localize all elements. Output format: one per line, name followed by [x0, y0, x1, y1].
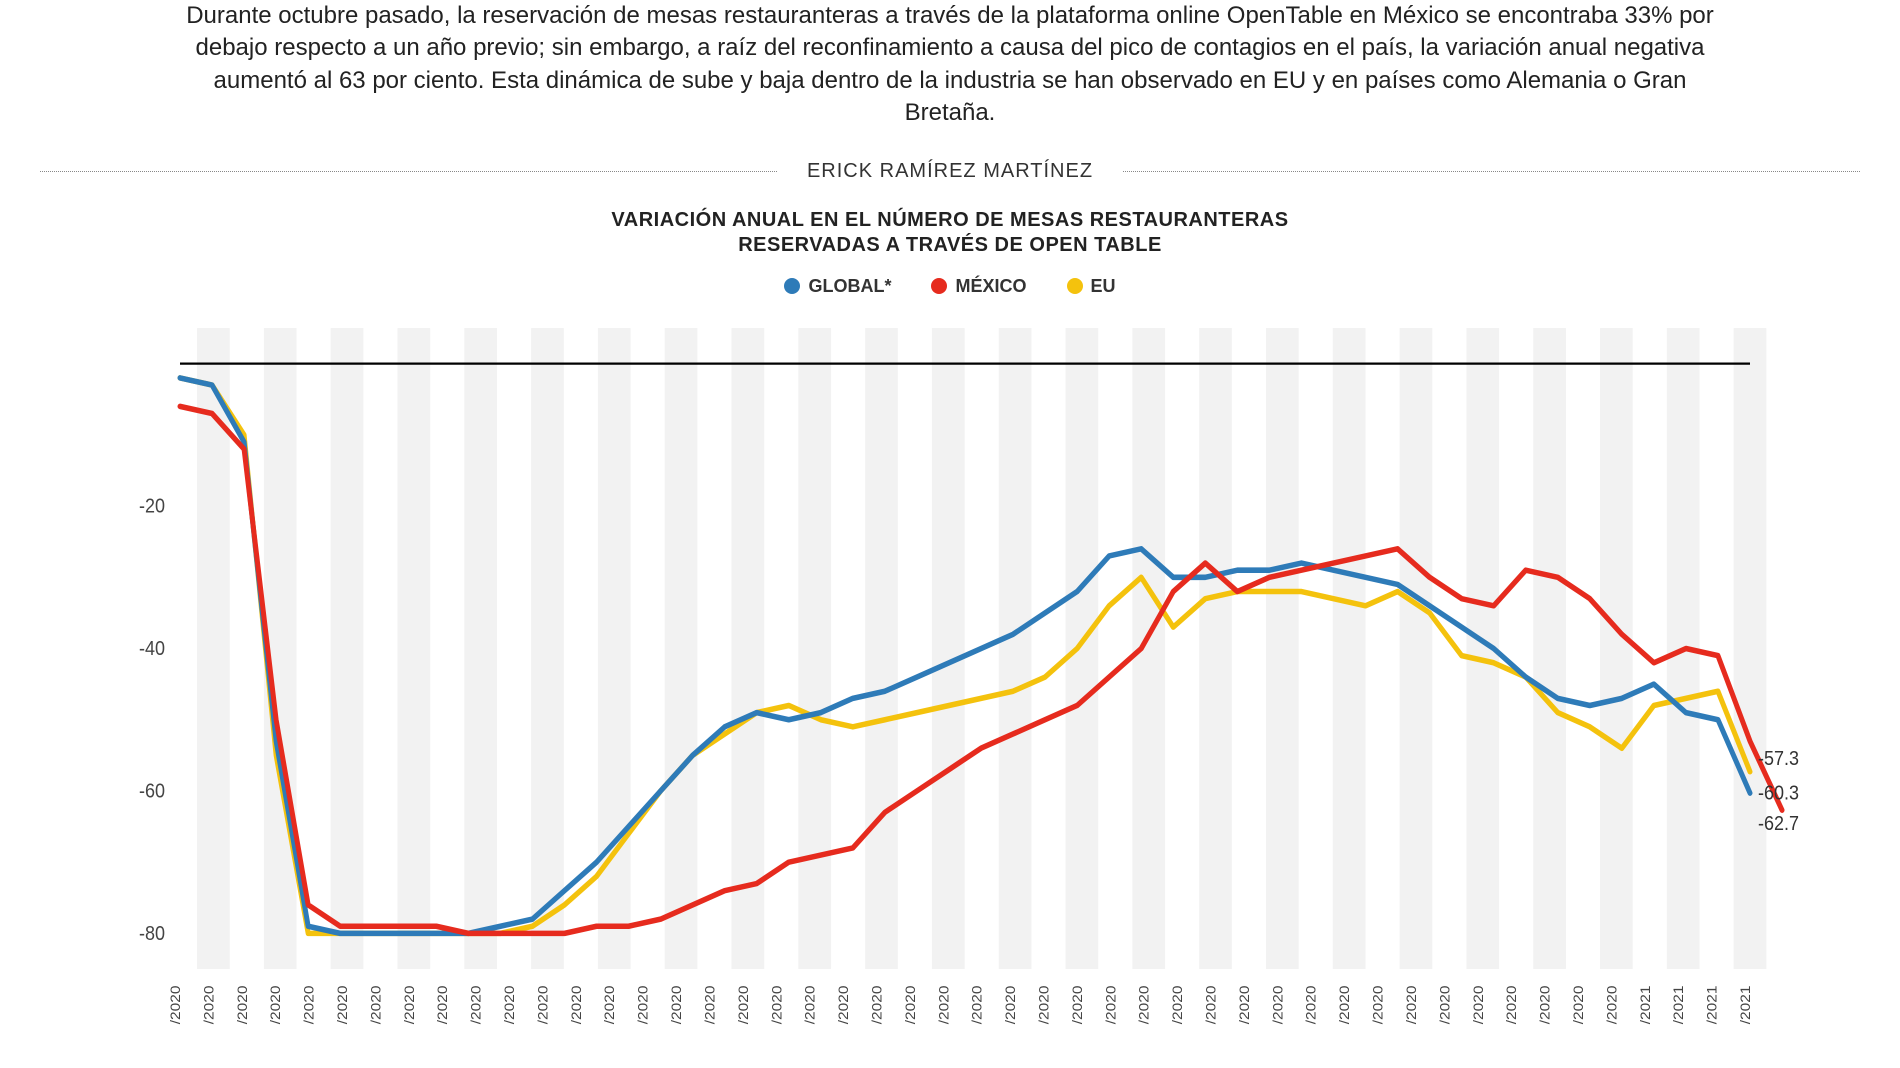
svg-text:/2020: /2020	[1137, 985, 1152, 1024]
legend-item-eu: EU	[1067, 276, 1116, 297]
intro-paragraph: Durante octubre pasado, la reservación d…	[0, 0, 1900, 150]
svg-text:/2020: /2020	[269, 985, 284, 1024]
svg-text:/2020: /2020	[1304, 985, 1319, 1024]
svg-text:/2020: /2020	[770, 985, 785, 1024]
line-chart: -20 -40 -60 -80/2020/2020/2020/2020/2020/20…	[120, 317, 1840, 1068]
chart-legend: GLOBAL* MÉXICO EU	[0, 276, 1900, 297]
legend-label-global: GLOBAL*	[808, 276, 891, 297]
svg-text:/2020: /2020	[603, 985, 618, 1024]
svg-text:/2020: /2020	[1338, 985, 1353, 1024]
svg-text:/2020: /2020	[436, 985, 451, 1024]
legend-label-mexico: MÉXICO	[955, 276, 1026, 297]
svg-text:/2020: /2020	[1438, 985, 1453, 1024]
svg-text:/2020: /2020	[1605, 985, 1620, 1024]
svg-text:/2020: /2020	[1271, 985, 1286, 1024]
svg-text:/2020: /2020	[1471, 985, 1486, 1024]
svg-text:/2021: /2021	[1739, 985, 1754, 1024]
svg-text:/2020: /2020	[369, 985, 384, 1024]
svg-text:/2020: /2020	[1071, 985, 1086, 1024]
svg-text:/2020: /2020	[1238, 985, 1253, 1024]
svg-text:/2020: /2020	[736, 985, 751, 1024]
svg-text:/2020: /2020	[1371, 985, 1386, 1024]
svg-text:/2021: /2021	[1638, 985, 1653, 1024]
svg-text:/2020: /2020	[503, 985, 518, 1024]
svg-text:/2020: /2020	[569, 985, 584, 1024]
author-name: ERICK RAMÍREZ MARTÍNEZ	[777, 160, 1123, 183]
svg-text:/2020: /2020	[202, 985, 217, 1024]
svg-text:/2020: /2020	[703, 985, 718, 1024]
svg-text:/2020: /2020	[904, 985, 919, 1024]
svg-text:/2020: /2020	[636, 985, 651, 1024]
legend-item-global: GLOBAL*	[784, 276, 891, 297]
svg-text:/2020: /2020	[1572, 985, 1587, 1024]
svg-text:/2020: /2020	[235, 985, 250, 1024]
legend-dot-mexico	[931, 278, 947, 294]
svg-text:/2020: /2020	[1204, 985, 1219, 1024]
svg-text:/2020: /2020	[169, 985, 184, 1024]
svg-text:/2020: /2020	[870, 985, 885, 1024]
svg-text:-57.3: -57.3	[1758, 748, 1799, 770]
legend-dot-global	[784, 278, 800, 294]
svg-text:/2020: /2020	[837, 985, 852, 1024]
legend-label-eu: EU	[1091, 276, 1116, 297]
svg-text:/2020: /2020	[1538, 985, 1553, 1024]
svg-text:-20: -20	[139, 496, 165, 518]
svg-text:/2020: /2020	[1171, 985, 1186, 1024]
author-divider: ERICK RAMÍREZ MARTÍNEZ	[0, 160, 1900, 183]
chart-area: -20 -40 -60 -80/2020/2020/2020/2020/2020/20…	[0, 317, 1900, 1068]
svg-text:-80: -80	[139, 923, 165, 945]
svg-text:/2020: /2020	[536, 985, 551, 1024]
svg-text:/2020: /2020	[670, 985, 685, 1024]
divider-left	[40, 171, 777, 172]
svg-text:/2021: /2021	[1705, 985, 1720, 1024]
svg-text:-60: -60	[139, 780, 165, 802]
svg-text:/2020: /2020	[1004, 985, 1019, 1024]
legend-dot-eu	[1067, 278, 1083, 294]
chart-title-line1: VARIACIÓN ANUAL EN EL NÚMERO DE MESAS RE…	[611, 209, 1288, 231]
svg-text:/2020: /2020	[1505, 985, 1520, 1024]
svg-text:-40: -40	[139, 638, 165, 660]
svg-text:/2020: /2020	[336, 985, 351, 1024]
chart-title: VARIACIÓN ANUAL EN EL NÚMERO DE MESAS RE…	[0, 208, 1900, 258]
chart-title-line2: RESERVADAS A TRAVÉS DE OPEN TABLE	[738, 234, 1162, 256]
svg-text:/2020: /2020	[1104, 985, 1119, 1024]
divider-right	[1123, 171, 1860, 172]
svg-text:/2020: /2020	[970, 985, 985, 1024]
svg-text:/2021: /2021	[1672, 985, 1687, 1024]
svg-text:/2020: /2020	[302, 985, 317, 1024]
svg-text:-60.3: -60.3	[1758, 782, 1799, 804]
legend-item-mexico: MÉXICO	[931, 276, 1026, 297]
svg-text:/2020: /2020	[469, 985, 484, 1024]
svg-text:/2020: /2020	[1037, 985, 1052, 1024]
svg-text:/2020: /2020	[402, 985, 417, 1024]
svg-text:/2020: /2020	[803, 985, 818, 1024]
svg-text:-62.7: -62.7	[1758, 813, 1799, 835]
svg-text:/2020: /2020	[937, 985, 952, 1024]
svg-text:/2020: /2020	[1405, 985, 1420, 1024]
